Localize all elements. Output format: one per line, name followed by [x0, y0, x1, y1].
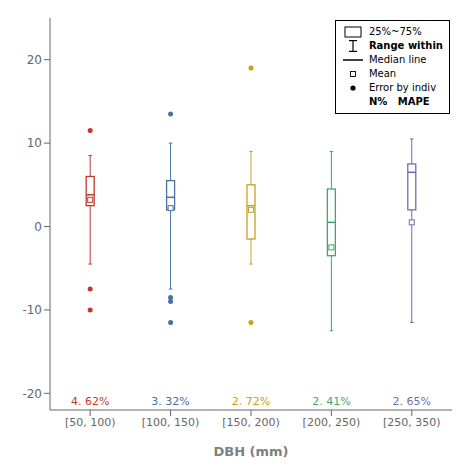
svg-text:2. 65%: 2. 65% [393, 395, 431, 408]
svg-text:[100, 150): [100, 150) [142, 416, 200, 429]
html-text:Range within: Range within [368, 40, 443, 51]
svg-text:10: 10 [27, 136, 42, 150]
html-text:25%~75%: 25%~75% [368, 26, 422, 37]
svg-text:3. 32%: 3. 32% [151, 395, 189, 408]
svg-text:4. 62%: 4. 62% [71, 395, 109, 408]
svg-text:[50, 100): [50, 100) [65, 416, 116, 429]
html-text:N% MAPE: N% MAPE [368, 96, 430, 107]
svg-text:20: 20 [27, 53, 42, 67]
svg-text:-10: -10 [22, 303, 42, 317]
html-text:Median line: Median line [368, 54, 427, 65]
svg-text:[200, 250): [200, 250) [303, 416, 361, 429]
svg-text:[250, 350): [250, 350) [383, 416, 441, 429]
svg-text:DBH (mm): DBH (mm) [213, 444, 288, 459]
html-text:Mean: Mean [368, 68, 397, 79]
svg-text:0: 0 [34, 220, 42, 234]
svg-text:2. 72%: 2. 72% [232, 395, 270, 408]
html-text:Error by indiv: Error by indiv [368, 82, 437, 93]
svg-text:2. 41%: 2. 41% [312, 395, 350, 408]
svg-text:[150, 200): [150, 200) [222, 416, 280, 429]
svg-text:-20: -20 [22, 387, 42, 401]
